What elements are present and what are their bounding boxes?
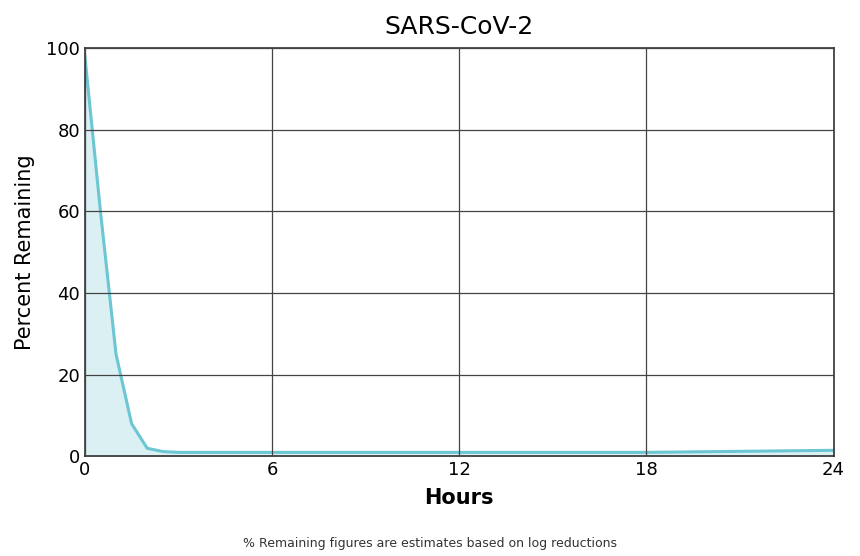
Text: % Remaining figures are estimates based on log reductions: % Remaining figures are estimates based … xyxy=(243,538,617,550)
Y-axis label: Percent Remaining: Percent Remaining xyxy=(15,155,35,350)
X-axis label: Hours: Hours xyxy=(425,488,494,508)
Title: SARS-CoV-2: SARS-CoV-2 xyxy=(384,15,534,39)
